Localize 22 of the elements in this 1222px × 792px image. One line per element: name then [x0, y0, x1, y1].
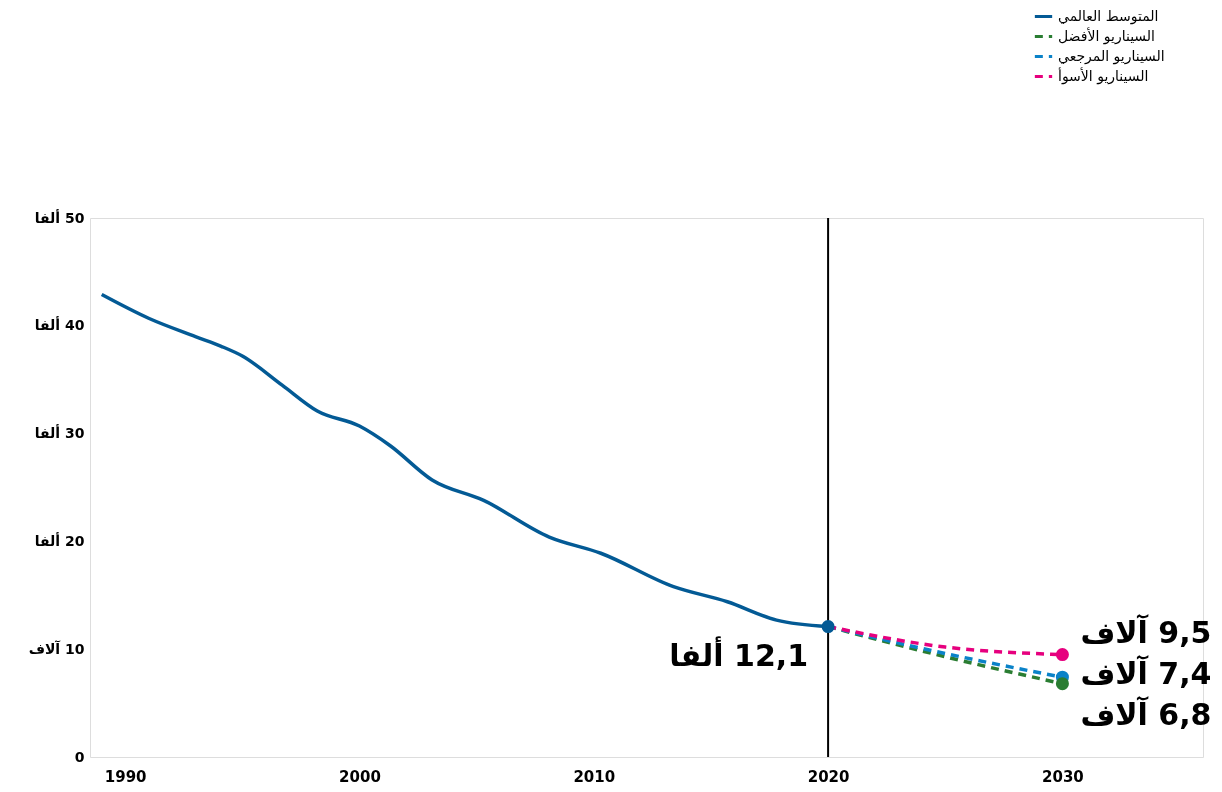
legend-label: السيناريو الأسوأ — [1058, 66, 1149, 85]
point — [1055, 648, 1069, 662]
x-tick-label: 1990 — [104, 767, 147, 786]
legend-label: السيناريو المرجعي — [1058, 47, 1165, 65]
x-tick-label: 2020 — [807, 767, 850, 786]
x-tick-label: 2000 — [339, 767, 381, 786]
x-tick-label: 2010 — [573, 767, 616, 786]
data-label: 7,4 آلاف — [1080, 654, 1212, 691]
y-tick-label: 10 آلاف — [28, 639, 85, 657]
point — [1055, 677, 1069, 691]
legend-label: المتوسط العالمي — [1058, 7, 1159, 25]
y-tick-label: 0 — [74, 748, 85, 765]
legend-label: السيناريو الأفضل — [1058, 26, 1156, 45]
y-tick-label: 20 ألفا — [34, 531, 85, 549]
y-tick-label: 30 ألفا — [34, 424, 85, 442]
data-label: 6,8 آلاف — [1080, 695, 1212, 732]
point — [821, 620, 835, 634]
y-tick-label: 40 ألفا — [34, 316, 85, 334]
data-label: 9,5 آلاف — [1080, 613, 1212, 650]
data-label: 12,1 ألفا — [669, 635, 809, 673]
y-tick-label: 50 ألفا — [34, 208, 85, 226]
x-tick-label: 2030 — [1042, 767, 1084, 786]
